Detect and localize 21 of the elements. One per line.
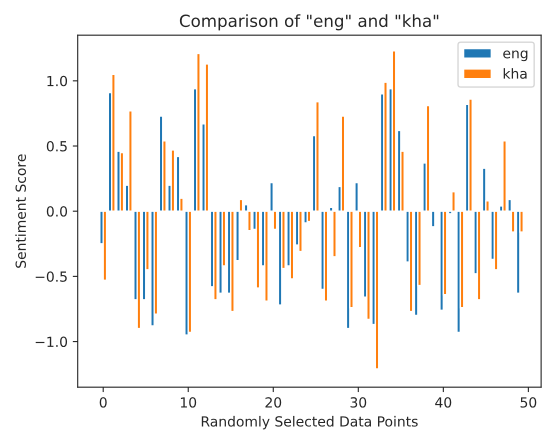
x-tick-label: 10: [180, 397, 196, 408]
bar: [290, 210, 294, 280]
y-tick-label: 0.5: [46, 140, 67, 152]
y-tick-label: −1.0: [36, 336, 68, 348]
bar: [120, 152, 124, 212]
x-axis-title: Randomly Selected Data Points: [202, 416, 418, 430]
y-tick-label: −0.5: [36, 271, 67, 282]
y-tick-label: 1.0: [47, 76, 68, 86]
y-tick-label: 0.0: [46, 206, 68, 217]
x-tick-label: 20: [265, 397, 282, 408]
legend-label: kha: [504, 68, 527, 79]
x-tick-label: 50: [520, 397, 536, 408]
y-axis-title: Sentiment Score: [15, 154, 26, 268]
bar: [196, 52, 201, 212]
bar: [256, 210, 260, 289]
x-tick-label: 30: [350, 397, 366, 408]
x-tick-label: 40: [435, 397, 452, 408]
x-tick-label: 0: [100, 397, 107, 408]
legend-label: eng: [503, 50, 528, 62]
bar: [383, 81, 388, 212]
chart-title: Comparison of "eng" and "kha": [180, 14, 438, 30]
